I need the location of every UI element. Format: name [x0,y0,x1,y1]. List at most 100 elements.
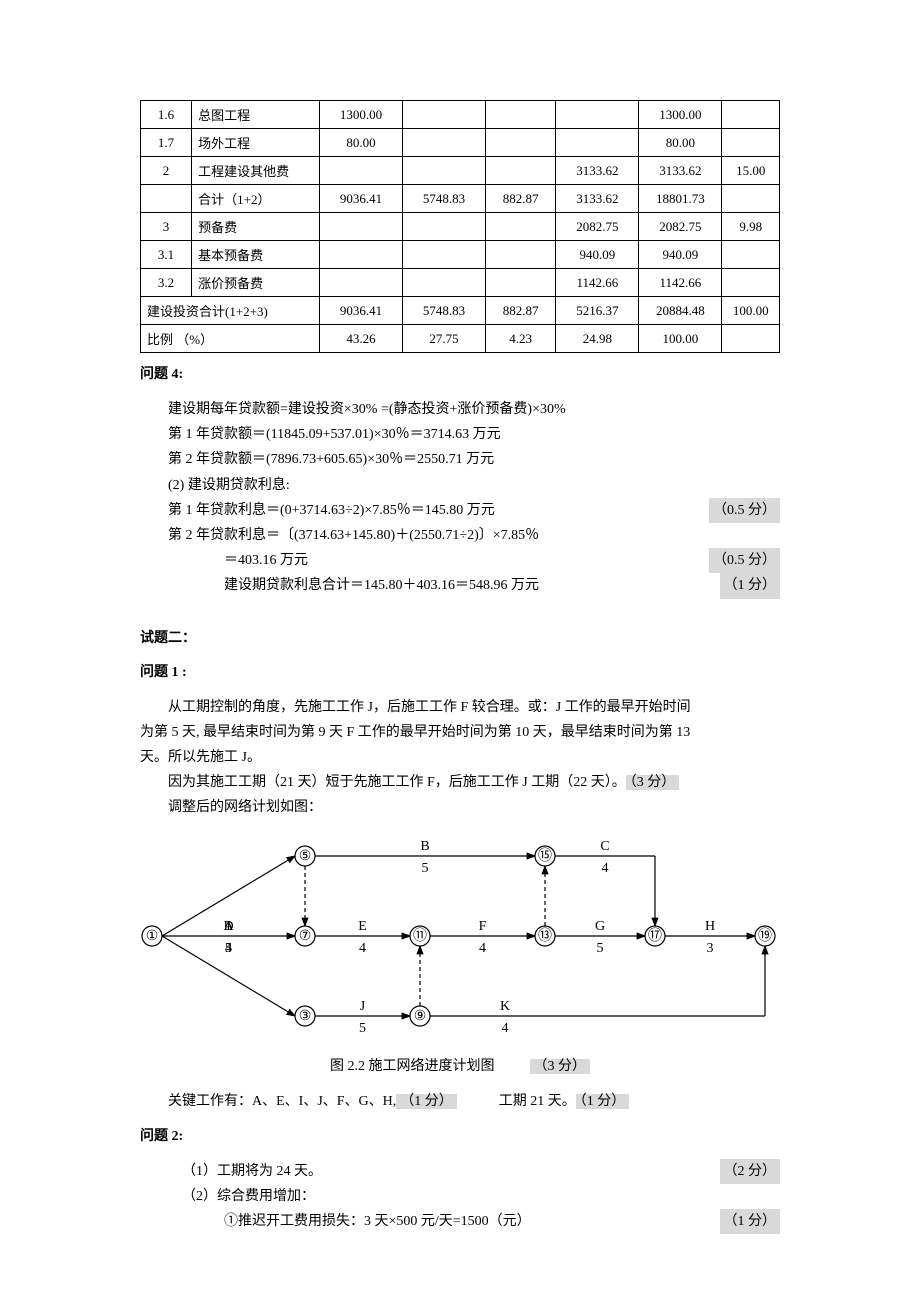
score-badge: （1 分） [720,1209,781,1234]
svg-text:H: H [705,919,715,934]
duration-text: 工期 21 天。 [499,1094,576,1109]
table-cell: 5748.83 [402,297,485,325]
table-cell: 882.87 [486,297,556,325]
table-cell: 9036.41 [319,185,402,213]
q1-heading: 问题 1 : [140,661,780,681]
svg-text:4: 4 [502,1021,509,1036]
svg-text:B: B [420,839,429,854]
q4-line: (2) 建设期贷款利息: [140,473,780,498]
svg-text:F: F [479,919,487,934]
q4-line: ＝403.16 万元（0.5 分） [140,548,780,573]
page-root: 1.6总图工程1300.001300.001.7场外工程80.0080.002工… [0,0,920,1314]
table-cell [319,213,402,241]
table-cell [722,185,780,213]
score-badge: （1 分） [576,1094,630,1109]
table-cell: 27.75 [402,325,485,353]
score-badge: （3 分） [626,775,680,790]
table-cell: 2 [141,157,192,185]
score-badge: （2 分） [720,1159,781,1184]
table-cell: 3133.62 [639,157,722,185]
table-cell [402,213,485,241]
table-cell [486,101,556,129]
svg-text:⑰: ⑰ [648,928,662,944]
table-cell: 3133.62 [556,157,639,185]
svg-text:4: 4 [359,941,366,956]
q2-line-text: （2）综合费用增加： [182,1184,315,1209]
svg-text:4: 4 [225,941,232,956]
table-cell: 场外工程 [192,129,320,157]
diagram-caption-row: 图 2.2 施工网络进度计划图 （3 分） [140,1055,780,1075]
table-row: 比例 （%）43.2627.754.2324.98100.00 [141,325,780,353]
table-cell [402,157,485,185]
q2-line-text: ①推迟开工费用损失：3 天×500 元/天=1500（元） [224,1209,531,1234]
table-cell: 工程建设其他费 [192,157,320,185]
q2-line-text: （1）工期将为 24 天。 [182,1159,322,1184]
table-row: 合计（1+2）9036.415748.83882.873133.6218801.… [141,185,780,213]
q4-line: 第 1 年贷款额＝(11845.09+537.01)×30％＝3714.63 万… [140,422,780,447]
table-cell [402,101,485,129]
table-cell: 24.98 [556,325,639,353]
table-cell: 1300.00 [639,101,722,129]
q4-body: 建设期每年贷款额=建设投资×30% =(静态投资+涨价预备费)×30%第 1 年… [140,397,780,599]
svg-text:⑨: ⑨ [414,1009,427,1024]
table-cell: 1300.00 [319,101,402,129]
table-cell [486,269,556,297]
table-cell: 建设投资合计(1+2+3) [141,297,320,325]
table-cell: 3.2 [141,269,192,297]
table-cell: 3.1 [141,241,192,269]
table-cell [402,129,485,157]
svg-text:C: C [600,839,609,854]
table-cell [486,157,556,185]
svg-text:I: I [226,919,231,934]
svg-text:4: 4 [479,941,486,956]
table-row: 2工程建设其他费3133.623133.6215.00 [141,157,780,185]
score-badge: （1 分） [396,1094,457,1109]
table-cell: 1.7 [141,129,192,157]
table-cell: 2082.75 [639,213,722,241]
table-cell: 涨价预备费 [192,269,320,297]
table-cell [486,213,556,241]
score-badge: （3 分） [530,1059,591,1074]
table-cell [319,241,402,269]
q4-line: 第 2 年贷款额＝(7896.73+605.65)×30％＝2550.71 万元 [140,447,780,472]
svg-text:3: 3 [707,941,714,956]
q4-line-text: 第 2 年贷款利息＝〔(3714.63+145.80)＋(2550.71÷2)〕… [168,523,539,548]
q1-line: 为第 5 天, 最早结束时间为第 9 天 F 工作的最早开始时间为第 10 天，… [140,720,780,745]
table-cell: 100.00 [722,297,780,325]
table-cell: 9.98 [722,213,780,241]
svg-text:5: 5 [597,941,604,956]
table-cell: 43.26 [319,325,402,353]
q4-line: 第 2 年贷款利息＝〔(3714.63+145.80)＋(2550.71÷2)〕… [140,523,780,548]
table-cell: 4.23 [486,325,556,353]
table-cell: 20884.48 [639,297,722,325]
table-cell [319,157,402,185]
table-cell: 比例 （%） [141,325,320,353]
svg-text:K: K [500,999,510,1014]
table-cell: 80.00 [319,129,402,157]
score-badge: （0.5 分） [709,498,780,523]
table-cell: 3 [141,213,192,241]
table-cell [402,241,485,269]
diagram-caption: 图 2.2 施工网络进度计划图 [330,1059,495,1074]
svg-text:⑬: ⑬ [538,928,552,944]
table-cell: 5216.37 [556,297,639,325]
table-cell: 15.00 [722,157,780,185]
table-cell: 18801.73 [639,185,722,213]
svg-text:⑪: ⑪ [413,928,427,944]
svg-text:⑦: ⑦ [299,929,312,944]
svg-text:5: 5 [422,861,429,876]
table-cell [722,101,780,129]
table-cell: 预备费 [192,213,320,241]
table-cell [722,325,780,353]
table-cell: 100.00 [639,325,722,353]
q1-line: 从工期控制的角度，先施工工作 J，后施工工作 F 较合理。或：J 工作的最早开始… [140,695,780,720]
svg-text:G: G [595,919,605,934]
table-row: 1.7场外工程80.0080.00 [141,129,780,157]
q4-line: 建设期贷款利息合计＝145.80＋403.16＝548.96 万元（1 分） [140,573,780,598]
table-cell: 9036.41 [319,297,402,325]
svg-text:⑲: ⑲ [758,928,772,944]
table-cell: 1142.66 [556,269,639,297]
table-cell [486,241,556,269]
table-cell [402,269,485,297]
score-badge: （1 分） [720,573,781,598]
